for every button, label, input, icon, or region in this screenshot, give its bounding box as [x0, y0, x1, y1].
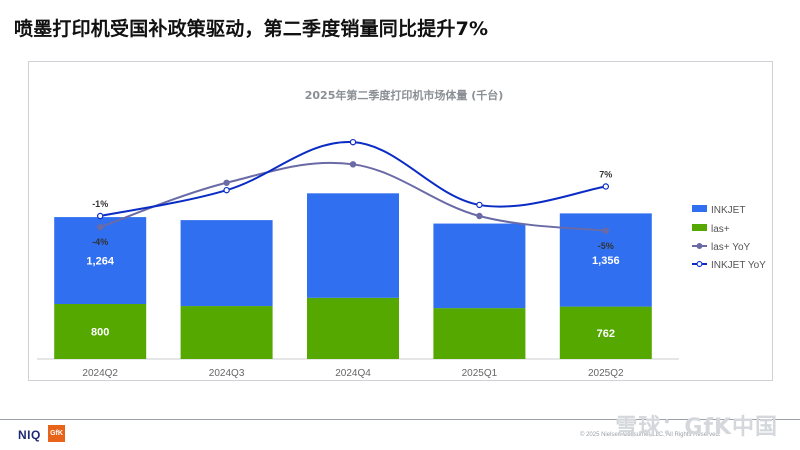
bar-las-2025q2	[559, 306, 652, 359]
legend-label-las: las+	[711, 224, 730, 235]
legend-label-inkjet-yoy: INKJET YoY	[711, 260, 766, 271]
x-tick-2025q2: 2025Q2	[588, 368, 624, 379]
page-headline: 喷墨打印机受国补政策驱动，第二季度销量同比提升7%	[14, 18, 489, 40]
data-label-las-2025q2: 762	[597, 328, 615, 340]
legend-label-las-yoy: las+ YoY	[711, 242, 751, 253]
data-label-inkjet-yoy-2024q2: -1%	[92, 199, 108, 209]
point-las-yoy-2024q2	[96, 223, 104, 231]
bar-las-2024q2	[54, 304, 147, 359]
point-las-yoy-2024q3	[223, 179, 230, 186]
bar-inkjet-2024q2	[54, 217, 147, 304]
watermark: 雪球：GfK中国	[615, 415, 778, 440]
data-label-inkjet-2025q2: 1,356	[592, 255, 620, 267]
point-inkjet-yoy-2025q1	[476, 201, 483, 209]
data-label-las-2024q2: 800	[91, 327, 109, 339]
point-las-yoy-2024q4	[349, 161, 357, 168]
point-inkjet-yoy-2024q4	[349, 138, 357, 146]
point-inkjet-yoy-2024q3	[223, 186, 230, 194]
x-tick-2024q3: 2024Q3	[209, 368, 245, 379]
gfk-logo: GfK	[48, 425, 65, 442]
bar-inkjet-2025q1	[433, 223, 526, 309]
point-las-yoy-2025q1	[476, 212, 483, 220]
legend-swatch-inkjet	[692, 205, 707, 212]
bar-las-2024q3	[180, 306, 273, 359]
point-inkjet-yoy-2025q2	[602, 183, 610, 190]
bar-las-2025q1	[433, 308, 526, 359]
data-label-las-yoy-2024q2: -4%	[92, 237, 108, 247]
bar-inkjet-2024q3	[180, 220, 273, 307]
x-tick-2024q2: 2024Q2	[82, 368, 118, 379]
printer-volume-chart: 2025年第二季度打印机市场体量 (千台) 800 1,264 2024Q2 2024Q…	[37, 88, 766, 379]
point-las-yoy-2025q2	[602, 227, 610, 234]
legend-swatch-las	[692, 224, 707, 231]
data-label-inkjet-yoy-2025q2: 7%	[599, 169, 612, 179]
bar-inkjet-2024q4	[307, 193, 399, 298]
legend-label-inkjet: INKJET	[711, 205, 745, 216]
x-tick-2024q4: 2024Q4	[335, 368, 371, 379]
niq-logo: NIQ	[18, 428, 41, 442]
x-tick-2025q1: 2025Q1	[462, 368, 498, 379]
data-label-las-yoy-2025q2: -5%	[598, 241, 614, 251]
footer-divider	[0, 419, 800, 420]
data-label-inkjet-2024q2: 1,264	[86, 256, 114, 268]
legend-marker-las-yoy	[696, 243, 703, 249]
copyright-notice: © 2025 Nielsen Consumer LLC. All Rights …	[580, 432, 721, 438]
chart-panel: 2025年第二季度打印机市场体量 (千台) 800 1,264 2024Q2 2024Q…	[28, 61, 773, 381]
legend-marker-inkjet-yoy	[696, 261, 703, 267]
point-inkjet-yoy-2024q2	[96, 212, 104, 220]
bar-las-2024q4	[307, 297, 399, 359]
chart-title: 2025年第二季度打印机市场体量 (千台)	[305, 88, 504, 102]
